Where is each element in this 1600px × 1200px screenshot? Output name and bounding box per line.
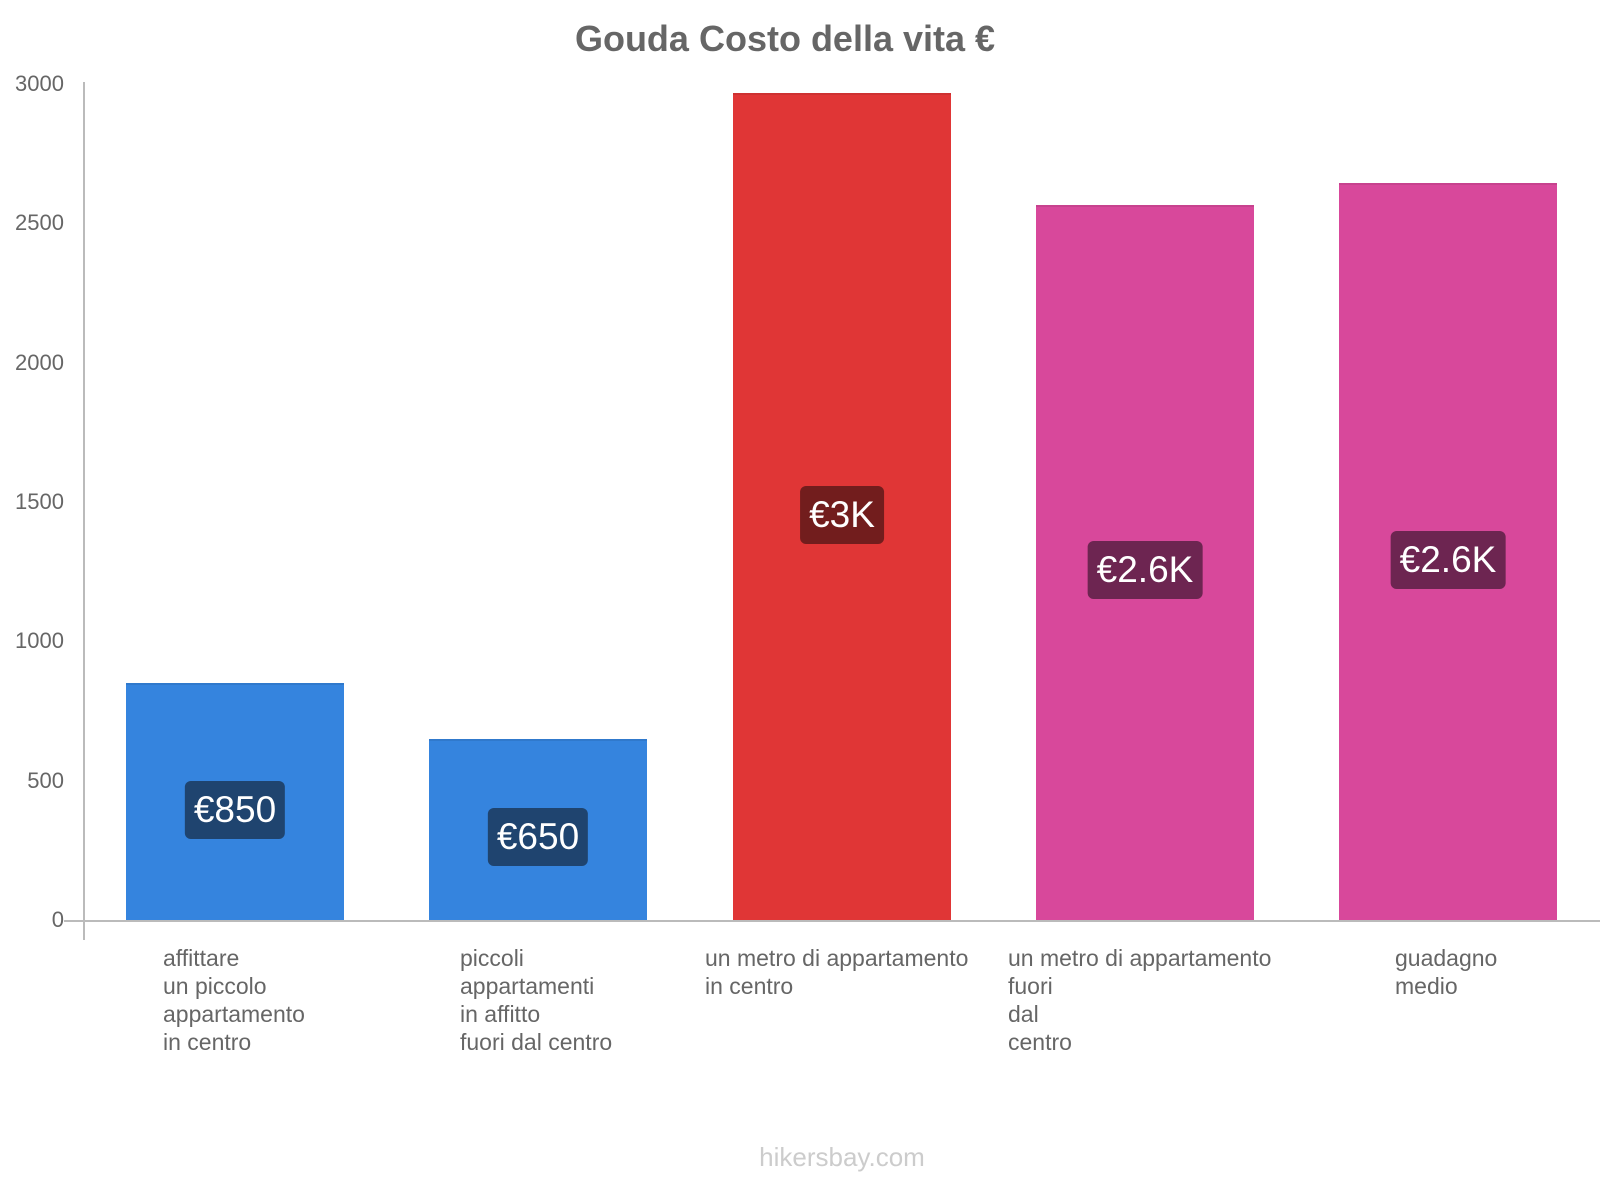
y-tick-label: 1500 [15, 489, 64, 514]
y-axis-line [83, 82, 85, 940]
x-category-label: un metro di appartamento fuori dal centr… [1008, 945, 1272, 1055]
y-tick-label: 3000 [15, 71, 64, 96]
y-tick-label: 2000 [15, 349, 64, 375]
chart-title: Gouda Costo della vita € [574, 18, 996, 59]
value-badge: €650 [487, 808, 589, 867]
footer-watermark: hikersbay.com [759, 1142, 925, 1172]
x-category-label: guadagno medio [1395, 945, 1498, 999]
value-badge: €850 [184, 780, 286, 839]
y-tick-label: 500 [27, 767, 64, 793]
x-category-label: affittare un piccolo appartamento in cen… [163, 945, 305, 1055]
value-badge: €3K [800, 485, 884, 544]
value-badge: €2.6K [1087, 541, 1203, 600]
x-category-label: piccoli appartamenti in affitto fuori da… [460, 945, 613, 1055]
y-tick-label: 0 [51, 907, 64, 932]
y-tick-label: 2500 [15, 210, 64, 236]
value-badge: €2.6K [1390, 530, 1506, 589]
x-axis-line [64, 920, 1600, 922]
y-tick-label: 1000 [15, 628, 64, 654]
x-category-label: un metro di appartamento in centro [705, 945, 969, 999]
